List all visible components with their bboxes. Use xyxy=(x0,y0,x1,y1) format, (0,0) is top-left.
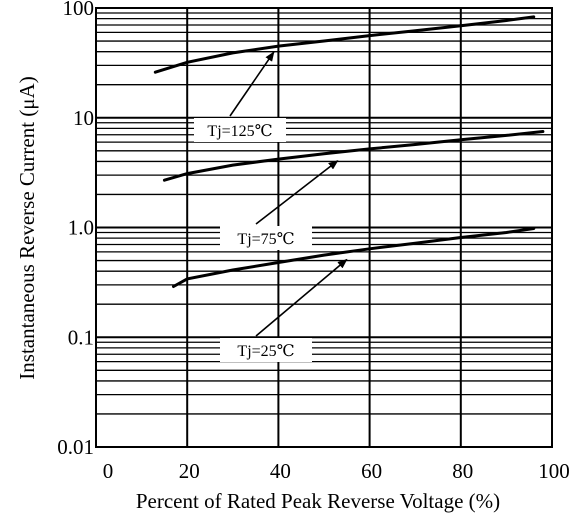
annotation-arrow xyxy=(255,258,348,337)
y-tick-label: 0.01 xyxy=(57,435,94,459)
y-tick-label: 1.0 xyxy=(68,216,94,240)
annotations: Tj=125℃ Tj=75℃ Tj=25℃ xyxy=(194,51,348,362)
x-tick-label: 20 xyxy=(179,459,200,483)
series-label: Tj=25℃ xyxy=(237,343,294,360)
series-label-bg xyxy=(194,118,286,142)
series-line-1 xyxy=(153,15,536,74)
series-label: Tj=75℃ xyxy=(237,231,294,248)
annotation-arrow xyxy=(229,51,275,117)
curves xyxy=(153,15,545,288)
y-tick-label: 10 xyxy=(73,106,94,130)
y-tick-label: 0.1 xyxy=(68,325,94,349)
series-label-bg xyxy=(220,338,312,362)
grid xyxy=(95,7,553,448)
x-axis-title: Percent of Rated Peak Reverse Voltage (%… xyxy=(136,489,500,513)
series-line-2 xyxy=(162,130,545,182)
y-axis-title: Instantaneous Reverse Current (μA) xyxy=(15,76,39,379)
y-tick-label: 100 xyxy=(63,0,95,20)
series-label: Tj=125℃ xyxy=(207,123,272,140)
x-tick-label: 0 xyxy=(103,459,114,483)
x-tick-label: 40 xyxy=(270,459,291,483)
series-label-bg xyxy=(220,226,312,250)
annotation-arrow xyxy=(255,160,339,225)
x-tick-label: 60 xyxy=(361,459,382,483)
x-tick-label: 80 xyxy=(452,459,473,483)
x-tick-label: 100 xyxy=(538,459,570,483)
tick-labels: 0 20 40 60 80 100 0.01 0.1 1.0 10 100 xyxy=(57,0,570,483)
series-line-3 xyxy=(172,227,536,288)
